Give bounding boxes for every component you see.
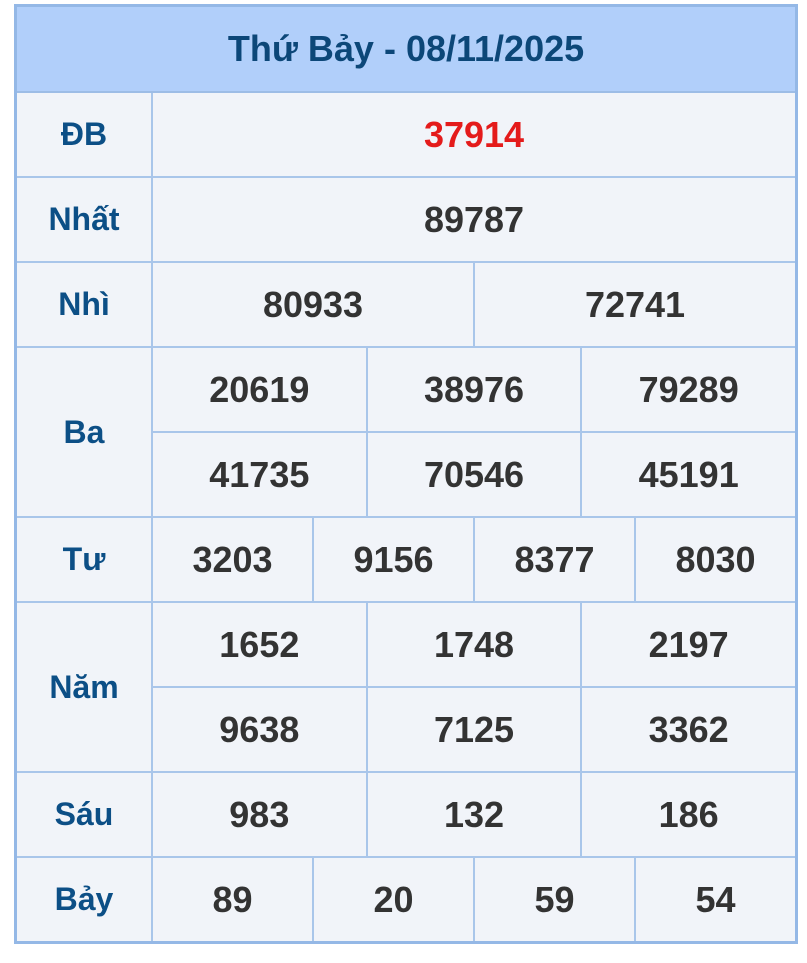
prize-number: 3362 — [582, 688, 795, 771]
prize-label-sau: Sáu — [17, 773, 151, 856]
prize-number: 9638 — [153, 688, 366, 771]
prize-number: 70546 — [367, 433, 581, 516]
prize-label-tu: Tư — [17, 518, 151, 601]
prize-label-nhi: Nhì — [17, 263, 151, 346]
special-prize-number: 37914 — [153, 93, 795, 176]
prize-number: 89787 — [153, 178, 795, 261]
prize-label-bay: Bảy — [17, 858, 151, 941]
prize-number: 72741 — [475, 263, 795, 346]
prize-number: 79289 — [582, 348, 795, 431]
prize-label-nam: Năm — [17, 603, 151, 771]
prize-number: 89 — [153, 858, 312, 941]
prize-number: 20 — [314, 858, 473, 941]
prize-label-ba: Ba — [17, 348, 151, 516]
prize-number: 132 — [367, 773, 581, 856]
prize-number: 45191 — [582, 433, 795, 516]
results-grid: ĐB 37914 Nhất 89787 Nhì 80933 72741 Ba 2… — [17, 93, 795, 941]
prize-label-db: ĐB — [17, 93, 151, 176]
prize-number: 1652 — [153, 603, 366, 686]
prize-number: 80933 — [153, 263, 473, 346]
prize-number: 1748 — [367, 603, 581, 686]
table-title: Thứ Bảy - 08/11/2025 — [17, 7, 795, 93]
prize-number: 983 — [153, 773, 366, 856]
prize-number: 59 — [475, 858, 634, 941]
prize-number: 9156 — [314, 518, 473, 601]
prize-number: 2197 — [582, 603, 795, 686]
prize-number: 20619 — [153, 348, 366, 431]
prize-number: 186 — [582, 773, 795, 856]
prize-number: 8377 — [475, 518, 634, 601]
prize-number: 7125 — [367, 688, 581, 771]
prize-number: 8030 — [636, 518, 795, 601]
lottery-results-table: Thứ Bảy - 08/11/2025 ĐB 37914 Nhất 89787… — [14, 4, 798, 944]
prize-number: 41735 — [153, 433, 366, 516]
prize-number: 54 — [636, 858, 795, 941]
prize-label-nhat: Nhất — [17, 178, 151, 261]
prize-number: 38976 — [367, 348, 581, 431]
prize-number: 3203 — [153, 518, 312, 601]
